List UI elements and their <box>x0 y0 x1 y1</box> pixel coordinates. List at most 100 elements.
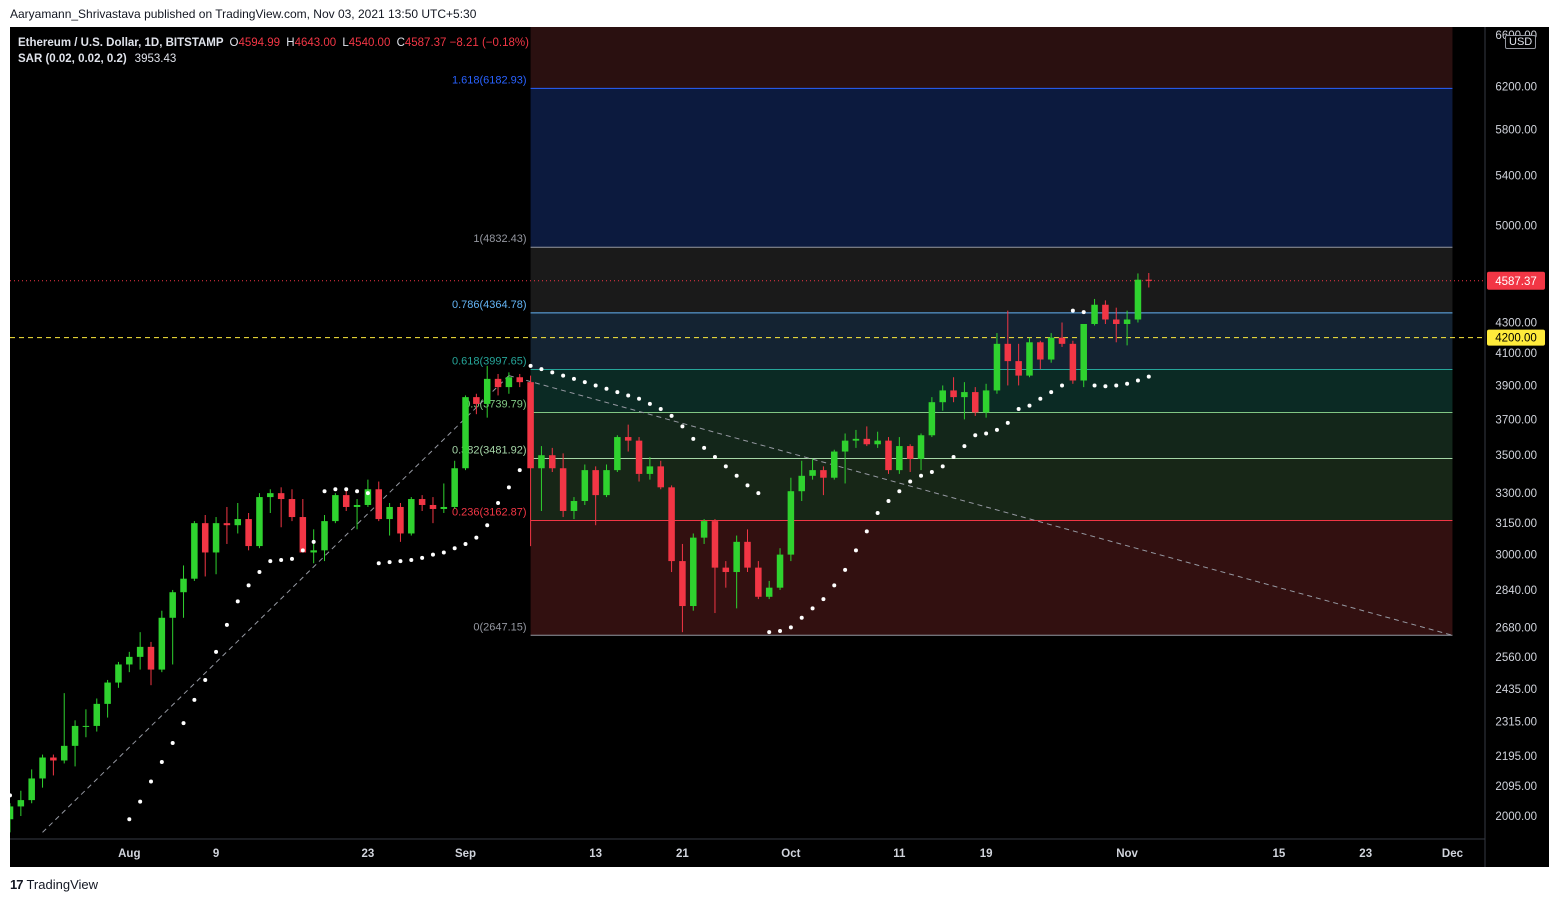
sar-dot <box>311 539 316 544</box>
sar-dot <box>528 363 533 368</box>
candle-body <box>375 489 383 520</box>
fib-label-0.236: 0.236(3162.87) <box>452 507 527 519</box>
sar-dot <box>973 433 978 438</box>
fib-label-0.618: 0.618(3997.65) <box>452 356 527 368</box>
sar-dot <box>224 622 229 627</box>
fib-zone-1.618 <box>530 88 1453 248</box>
chart-frame[interactable]: 1.618(6182.93) 1(4832.43) 0.786(4364.78) 0.… <box>10 27 1549 867</box>
sar-dot <box>626 393 631 398</box>
sar-dot <box>604 386 609 391</box>
sar-dot <box>669 413 674 418</box>
sar-dot <box>203 677 208 682</box>
candle-body <box>440 506 448 509</box>
sar-dot <box>550 370 555 375</box>
candle-body <box>386 506 393 520</box>
sar-dot <box>799 615 804 620</box>
trendlines <box>42 375 1453 833</box>
sar-dot <box>843 567 848 572</box>
candle-body <box>1037 342 1044 360</box>
y-tick-label: 6200.00 <box>1495 82 1537 94</box>
sar-dot <box>235 599 240 604</box>
sar-dot <box>940 464 945 469</box>
candle-body <box>1112 319 1120 324</box>
candle-body <box>700 521 708 538</box>
candle-body <box>668 487 675 562</box>
candle-body <box>852 438 860 441</box>
x-tick-label: 23 <box>362 848 375 860</box>
sar-dot <box>810 606 815 611</box>
price-chart[interactable]: 1.618(6182.93) 1(4832.43) 0.786(4364.78) 0.… <box>10 27 1549 867</box>
sar-dot <box>582 380 587 385</box>
y-tick-label: 2680.00 <box>1495 622 1537 634</box>
legend-low-value: 4540.00 <box>348 37 391 49</box>
candle-body <box>1069 343 1077 381</box>
candle-body <box>483 378 491 404</box>
candle-body <box>321 521 328 551</box>
sar-dot <box>929 470 934 475</box>
candle-body <box>917 435 925 459</box>
x-tick-label: 23 <box>1359 848 1372 860</box>
candle-body <box>744 541 751 568</box>
sar-dot <box>756 491 761 496</box>
candle-body <box>223 523 231 526</box>
candle-body <box>82 725 90 727</box>
fib-label-1: 1(4832.43) <box>473 233 526 245</box>
sar-dot <box>300 548 305 553</box>
candle-body <box>516 377 523 383</box>
candle-body <box>581 470 589 502</box>
fib-zones <box>530 27 1453 636</box>
candle-body <box>147 646 155 670</box>
candle-body <box>104 682 111 704</box>
sar-dot <box>658 407 663 412</box>
x-tick-label: Aug <box>118 848 140 860</box>
sar-dot <box>897 489 902 494</box>
candle-body <box>201 523 209 553</box>
sar-dot <box>593 383 598 388</box>
legend-sar-value: 3953.43 <box>134 53 177 65</box>
sar-dot <box>1103 384 1108 389</box>
sar-dot <box>1038 396 1043 401</box>
candle-body <box>17 800 25 807</box>
legend-low-label: L <box>342 37 349 49</box>
sar-dot <box>615 390 620 395</box>
candle-body <box>614 437 621 471</box>
sar-dot <box>691 436 696 441</box>
sar-dot <box>908 479 913 484</box>
fib-level-lines <box>530 87 1453 636</box>
candle-body <box>961 392 968 398</box>
candle-body <box>332 495 339 522</box>
candle-body <box>776 554 784 588</box>
sar-dot <box>517 468 522 473</box>
last-price-badge <box>1487 271 1545 290</box>
sar-dot <box>1005 420 1010 425</box>
sar-dot <box>170 740 175 745</box>
sar-dot <box>951 455 956 460</box>
candle-body <box>50 757 57 761</box>
sar-dot <box>452 546 457 551</box>
candle-body <box>158 617 166 670</box>
x-axis-ticks: Aug 9 23 Sep 13 21 Oct 11 19 Nov 15 23 Dec <box>118 848 1463 860</box>
candle-body <box>126 656 133 665</box>
y-tick-label: 2095.00 <box>1495 781 1537 793</box>
candle-body <box>342 495 350 507</box>
sar-dot <box>409 558 414 563</box>
y-tick-label: 2560.00 <box>1495 652 1537 664</box>
sar-dot <box>571 376 576 381</box>
sar-dot <box>1027 403 1032 408</box>
candle-body <box>1026 342 1033 376</box>
currency-button[interactable]: USD <box>1505 35 1537 49</box>
footer-brand: 17 TradingView <box>10 877 98 892</box>
candle-body <box>950 390 957 398</box>
candle-body <box>212 523 220 553</box>
fib-label-1.618: 1.618(6182.93) <box>452 74 527 86</box>
sar-dot <box>10 793 12 798</box>
candle-body <box>256 497 263 547</box>
candle-body <box>549 455 556 469</box>
sar-dot <box>1016 407 1021 412</box>
x-tick-label: 19 <box>980 848 993 860</box>
y-tick-label: 2000.00 <box>1495 811 1537 823</box>
sar-dot <box>539 367 544 372</box>
candle-body <box>657 466 664 488</box>
sar-dot <box>376 561 381 566</box>
publisher-credit: Aaryamann_Shrivastava published on Tradi… <box>10 7 477 21</box>
